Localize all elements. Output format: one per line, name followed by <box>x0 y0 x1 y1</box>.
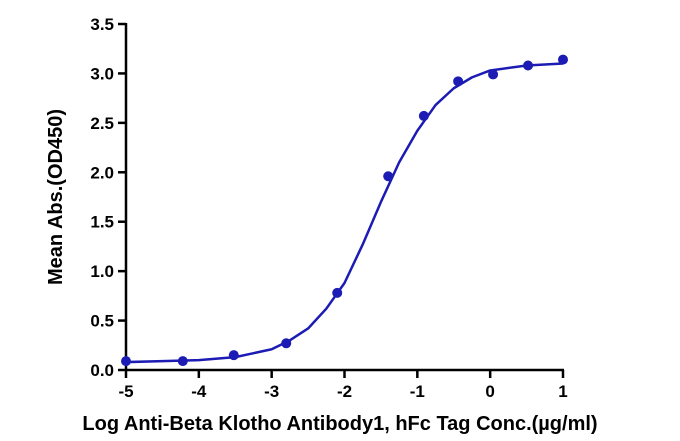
y-tick-label: 0.0 <box>90 361 114 380</box>
fit-curve <box>125 62 564 364</box>
x-tick-label: 0 <box>485 382 494 401</box>
data-point <box>383 171 394 182</box>
x-tick-label: 1 <box>558 382 567 401</box>
x-tick-label: -3 <box>264 382 279 401</box>
data-point <box>332 287 343 298</box>
y-axis-title: Mean Abs.(OD450) <box>45 109 67 285</box>
x-axis-title: Log Anti-Beta Klotho Antibody1, hFc Tag … <box>82 413 597 435</box>
data-point <box>228 350 239 361</box>
y-tick-label: 2.5 <box>90 114 114 133</box>
x-tick-label: -2 <box>337 382 352 401</box>
data-point <box>177 356 188 367</box>
data-point <box>121 356 131 367</box>
data-point <box>558 54 568 65</box>
data-point <box>281 338 292 349</box>
x-tick-label: -5 <box>118 382 133 401</box>
y-tick-label: 1.0 <box>90 262 114 281</box>
data-point <box>453 76 464 87</box>
x-tick-label: -1 <box>410 382 425 401</box>
y-tick-label: 3.0 <box>90 64 114 83</box>
y-tick-label: 3.5 <box>90 15 114 34</box>
x-tick-label: -4 <box>191 382 207 401</box>
y-tick-label: 1.5 <box>90 213 114 232</box>
data-point <box>488 69 499 80</box>
data-point <box>418 110 429 121</box>
y-tick-label: 0.5 <box>90 312 114 331</box>
y-tick-label: 2.0 <box>90 163 114 182</box>
data-point <box>523 60 534 71</box>
